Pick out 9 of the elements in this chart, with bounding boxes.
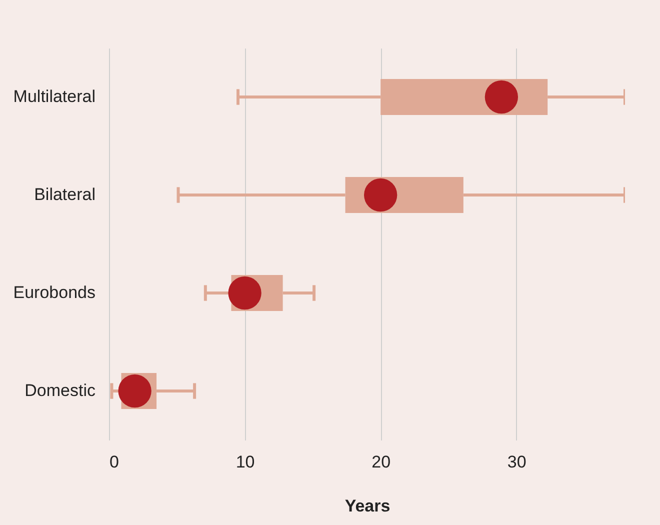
x-tick-label: 10	[236, 452, 255, 472]
y-tick-label: Bilateral	[34, 185, 96, 204]
y-tick-label: Eurobonds	[13, 283, 96, 302]
x-tick-label: 20	[372, 452, 391, 472]
x-tick-label: 0	[110, 452, 119, 472]
y-tick-label: Multilateral	[13, 87, 96, 106]
x-axis-title: Years	[344, 496, 390, 516]
y-tick-label: Domestic	[24, 381, 96, 400]
x-tick-label: 30	[507, 452, 526, 472]
